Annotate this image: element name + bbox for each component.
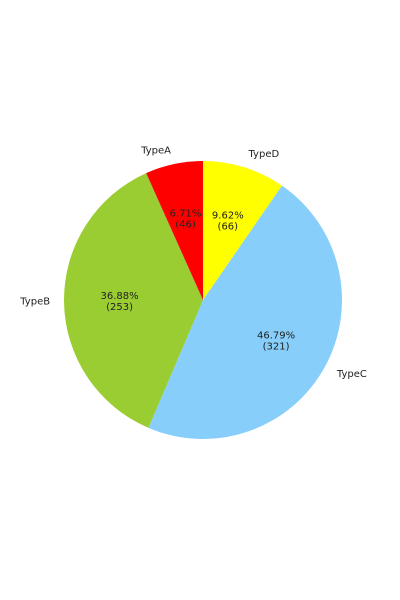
pie-slice-typeb — [64, 173, 204, 428]
slice-percent-label: 36.88% — [101, 291, 139, 302]
pie-labels: TypeD 9.62%(66) TypeC 46.79%(321) TypeB 36.88… — [19, 145, 367, 379]
slice-category-label: TypeB — [19, 296, 50, 307]
pie-slice-typed — [203, 161, 283, 300]
slice-category-label: TypeA — [140, 145, 171, 156]
slice-count-label: (66) — [218, 221, 239, 232]
slice-count-label: (46) — [175, 219, 196, 230]
slice-count-label: (321) — [263, 341, 290, 352]
slice-count-label: (253) — [106, 302, 133, 313]
slice-category-label: TypeD — [248, 149, 280, 160]
slice-percent-label: 46.79% — [257, 330, 295, 341]
slice-category-label: TypeC — [336, 369, 367, 380]
pie-slices — [64, 161, 342, 439]
pie-slice-typec — [148, 185, 342, 439]
slice-percent-label: 6.71% — [170, 208, 202, 219]
pie-slice-typea — [146, 161, 203, 300]
slice-percent-label: 9.62% — [212, 210, 244, 221]
